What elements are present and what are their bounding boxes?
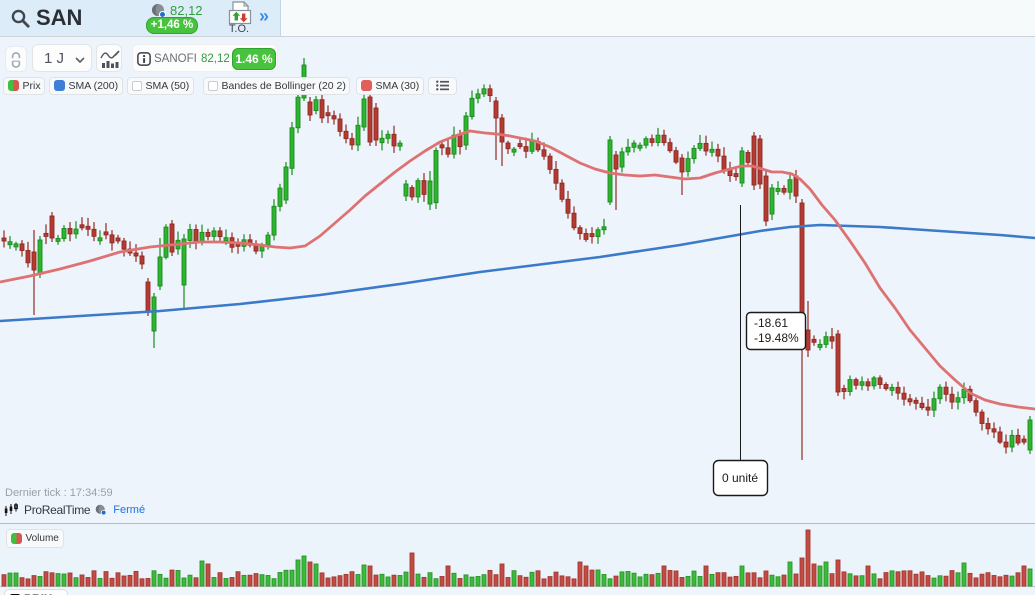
svg-text:-19.48%: -19.48% [754,331,799,345]
svg-text:0 unité: 0 unité [722,471,758,485]
svg-text:-18.61: -18.61 [754,316,788,330]
